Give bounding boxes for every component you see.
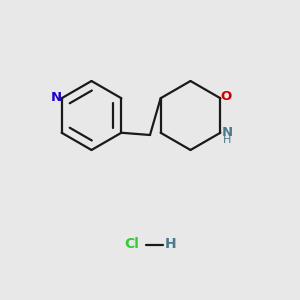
- Text: Cl: Cl: [124, 238, 140, 251]
- Text: N: N: [51, 91, 62, 103]
- Text: H: H: [165, 238, 177, 251]
- Text: H: H: [223, 135, 231, 145]
- Text: O: O: [220, 90, 231, 103]
- Text: N: N: [221, 126, 233, 139]
